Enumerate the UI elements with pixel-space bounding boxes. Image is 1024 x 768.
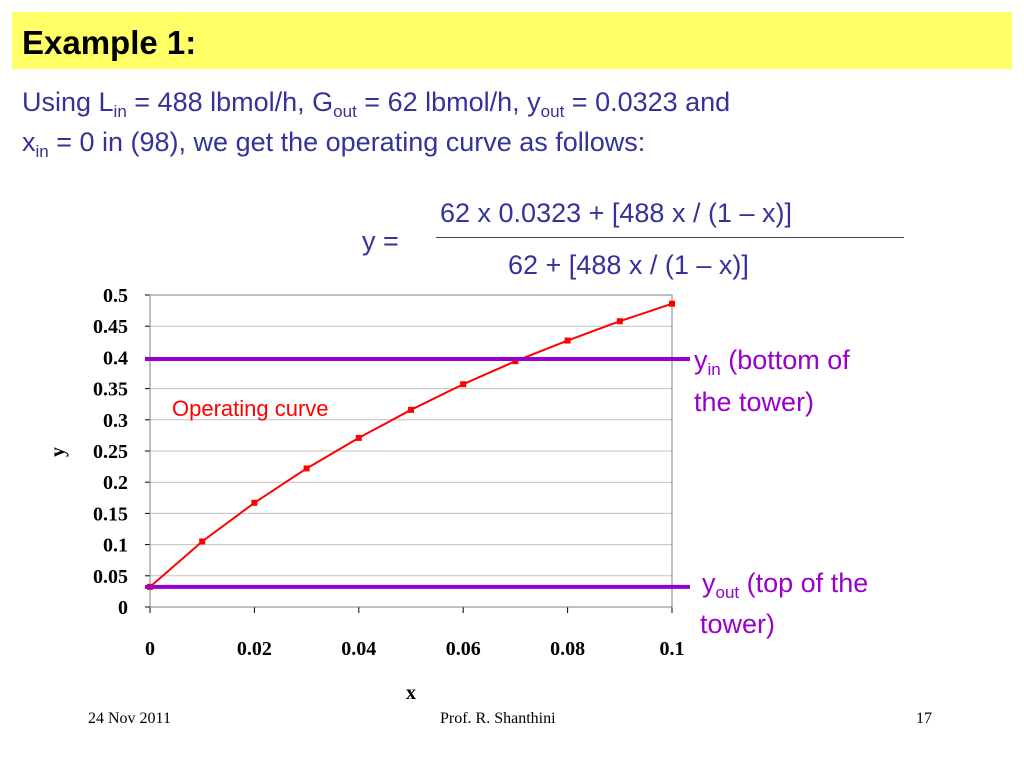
x-tick-label: 0.08 <box>550 638 585 660</box>
data-point <box>408 406 414 413</box>
data-point <box>355 434 362 441</box>
series-layer <box>147 300 675 590</box>
intro-line-2: xin = 0 in (98), we get the operating cu… <box>22 126 646 161</box>
intro-text: x <box>22 127 36 157</box>
data-point <box>512 358 519 365</box>
x-tick-label: 0.1 <box>660 638 685 660</box>
data-point <box>669 300 675 307</box>
y-tick-label: 0 <box>118 597 128 619</box>
y-tick-label: 0.05 <box>93 566 128 588</box>
equation-lhs: y = <box>362 226 399 256</box>
y-tick-label: 0.35 <box>93 379 128 401</box>
anno-text: (top of the <box>739 568 869 598</box>
footer-page-number: 17 <box>916 710 932 727</box>
anno-text: y <box>702 568 716 598</box>
intro-line-1: Using Lin = 488 lbmol/h, Gout = 62 lbmol… <box>22 86 731 121</box>
y-tick-label: 0.45 <box>93 316 128 338</box>
y-in-annotation-line-2: the tower) <box>694 387 815 417</box>
intro-text: Using L <box>22 87 114 117</box>
grid-layer <box>150 294 672 577</box>
data-point <box>199 538 206 545</box>
y-axis-label: y <box>47 447 69 457</box>
y-tick-label: 0.15 <box>93 503 128 525</box>
anno-sub: in <box>707 360 721 379</box>
x-tick-label: 0.04 <box>341 638 376 660</box>
y-tick-label: 0.4 <box>103 347 128 369</box>
title-bar: Example 1: <box>12 12 1012 69</box>
y-tick-label: 0.2 <box>103 472 128 494</box>
anno-sub: out <box>715 583 740 602</box>
y-tick-label: 0.3 <box>103 410 128 432</box>
data-point <box>564 337 571 344</box>
y-out-annotation: yout (top of the <box>702 567 869 602</box>
anno-text: y <box>694 345 708 375</box>
data-point <box>303 465 310 472</box>
series-label: Operating curve <box>172 396 329 421</box>
intro-sub: out <box>333 102 357 121</box>
equation-denominator: 62 + [488 x / (1 – x)] <box>508 250 749 280</box>
hline-layer <box>145 356 690 589</box>
intro-text: = 0.0323 and <box>564 87 731 117</box>
y-tick-label: 0.1 <box>103 535 128 557</box>
x-tick-label: 0 <box>145 638 155 660</box>
x-tick-label: 0.06 <box>446 638 481 660</box>
axes-layer: 0 0.05 0.1 0.15 0.2 0.25 0.3 0.35 0.4 0.45 0.5 0 0.0… <box>93 285 685 660</box>
equation-numerator: 62 x 0.0323 + [488 x / (1 – x)] <box>440 198 792 228</box>
data-point <box>460 381 467 388</box>
intro-sub: in <box>35 142 49 161</box>
y-tick-label: 0.5 <box>103 285 128 307</box>
intro-text: = 62 lbmol/h, y <box>356 87 541 117</box>
footer-author: Prof. R. Shanthini <box>440 710 556 727</box>
intro-sub: out <box>540 102 565 121</box>
slide-title: Example 1: <box>22 24 197 61</box>
intro-text: = 0 in (98), we get the operating curve … <box>48 127 646 157</box>
x-axis-label: x <box>406 682 416 704</box>
anno-text: (bottom of <box>720 345 850 375</box>
x-tick-label: 0.02 <box>237 638 272 660</box>
intro-sub: in <box>113 102 127 121</box>
data-point <box>616 318 623 325</box>
fraction-bar <box>436 237 904 238</box>
y-tick-label: 0.25 <box>93 441 128 463</box>
y-out-annotation-line-2: tower) <box>700 609 776 639</box>
footer-date: 24 Nov 2011 <box>88 710 171 727</box>
data-point <box>251 499 258 506</box>
y-in-annotation: yin (bottom of <box>694 344 850 379</box>
plot-area-border <box>149 294 673 608</box>
intro-text: = 488 lbmol/h, G <box>126 87 334 117</box>
